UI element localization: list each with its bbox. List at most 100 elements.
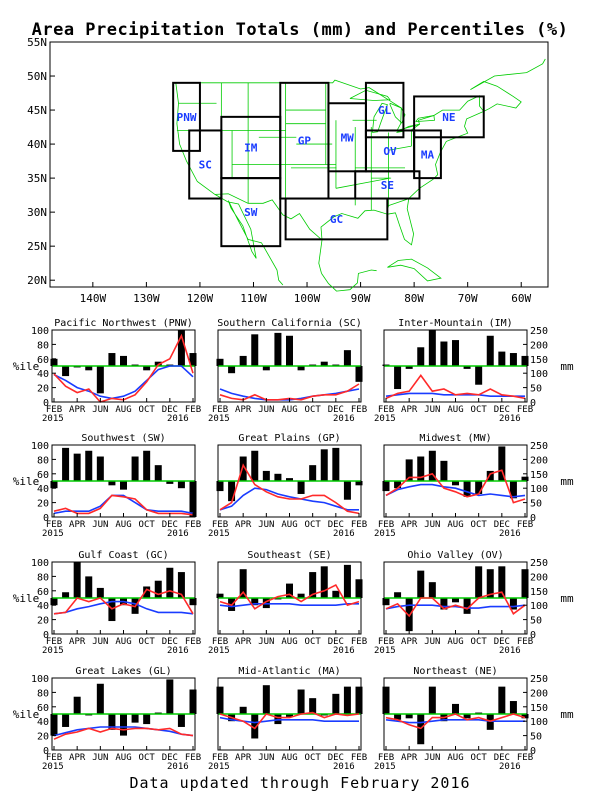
x-tick-label: JUN: [424, 520, 440, 530]
year-end-label: 2016: [167, 762, 189, 772]
precip-bar: [286, 335, 293, 366]
x-tick-label: FEB: [351, 753, 367, 763]
x-tick-label: OCT: [139, 753, 156, 763]
precip-bar: [394, 714, 402, 720]
x-tick-label: AUG: [281, 520, 297, 530]
ylabel-right: mm: [560, 360, 574, 373]
x-tick-label: FEB: [517, 753, 533, 763]
region-box-gc: [284, 197, 389, 241]
region-map: PNW SC IM SW GP MW GL OV SE GC MA NE 55N 50N 45N 40N 35N…: [27, 36, 549, 305]
precip-bar: [428, 582, 436, 598]
precip-bar: [309, 572, 317, 598]
precip-bar: [394, 592, 402, 598]
precip-bar: [177, 330, 185, 366]
precip-bar: [463, 598, 471, 614]
left-tick-label: 0: [43, 630, 49, 641]
x-tick-label: JUN: [424, 637, 440, 647]
precip-bar: [332, 590, 340, 598]
lon-tick-label: 70W: [458, 292, 478, 305]
precip-bar: [521, 476, 529, 481]
percentile-series-line: [219, 463, 360, 515]
x-tick-label: OCT: [305, 405, 322, 415]
precip-bar: [143, 450, 151, 481]
lat-tick-label: 50N: [27, 70, 47, 83]
precip-bar: [251, 334, 259, 366]
year-end-label: 2016: [333, 529, 355, 539]
normal-series-line: [385, 718, 525, 724]
precip-bar: [509, 353, 517, 366]
precip-bar: [239, 456, 247, 481]
precip-bar: [486, 470, 494, 481]
lat-tick-label: 55N: [27, 36, 47, 49]
x-tick-label: JUN: [424, 405, 440, 415]
precip-bar: [120, 481, 127, 490]
right-tick-label: 250: [530, 441, 548, 452]
x-tick-label: FEB: [46, 405, 62, 415]
precip-bar: [96, 366, 104, 394]
left-tick-label: 80: [37, 340, 49, 351]
left-tick-label: 100: [31, 674, 49, 685]
x-tick-label: APR: [235, 405, 252, 415]
precip-bar: [216, 481, 224, 492]
region-label-se: SE: [381, 179, 394, 192]
x-tick-label: JUN: [92, 637, 108, 647]
panel-0: Pacific Northwest (PNW) 0 20 40 60 80 100 %ile F…: [13, 318, 201, 424]
x-tick-label: JUN: [258, 637, 274, 647]
x-tick-label: APR: [69, 637, 86, 647]
precip-bar: [428, 686, 436, 714]
precip-bar: [297, 481, 305, 494]
precip-bar: [343, 350, 351, 366]
precip-bar: [475, 481, 483, 494]
left-tick-label: 100: [31, 558, 49, 569]
left-tick-label: 60: [37, 355, 49, 366]
x-tick-label: OCT: [471, 405, 488, 415]
right-tick-label: 200: [530, 340, 548, 351]
x-tick-label: DEC: [328, 405, 344, 415]
ylabel-left: %ile: [13, 360, 40, 373]
great-lake: [415, 115, 435, 122]
panel-title: Northeast (NE): [413, 666, 497, 677]
precip-bar: [189, 353, 197, 366]
year-start-label: 2015: [208, 646, 230, 656]
percentile-series-line: [219, 583, 360, 610]
year-end-label: 2016: [167, 414, 189, 424]
precip-bar: [394, 481, 402, 489]
lon-tick-label: 90W: [351, 292, 371, 305]
region-label-gc: GC: [330, 213, 343, 226]
precip-bar: [332, 693, 340, 714]
right-tick-label: 0: [530, 746, 536, 757]
panel-title: Southwest (SW): [81, 433, 165, 444]
right-tick-label: 250: [530, 674, 548, 685]
precip-bar: [62, 592, 70, 598]
normal-series-line: [53, 494, 194, 515]
x-tick-label: FEB: [46, 753, 62, 763]
lat-tick-label: 30N: [27, 206, 47, 219]
precip-bar: [286, 478, 293, 481]
year-start-label: 2015: [42, 762, 64, 772]
precip-bar: [177, 481, 185, 489]
x-tick-label: DEC: [328, 753, 344, 763]
x-tick-label: JUN: [92, 753, 108, 763]
precip-bar: [405, 714, 413, 719]
panel-title: Great Lakes (GL): [75, 666, 171, 677]
great-lake: [372, 102, 388, 133]
precip-bar: [428, 450, 436, 481]
x-tick-label: AUG: [447, 520, 463, 530]
x-tick-label: OCT: [139, 520, 156, 530]
precip-bar: [382, 481, 390, 492]
x-tick-label: FEB: [378, 405, 394, 415]
precip-bar: [85, 450, 93, 481]
percentile-series-line: [53, 588, 194, 615]
footer-note: Data updated through February 2016: [129, 774, 471, 792]
precip-bar: [108, 714, 116, 730]
precip-bar: [177, 572, 185, 598]
left-tick-label: 20: [37, 732, 49, 743]
precip-bar: [274, 332, 282, 366]
precip-bar: [96, 456, 104, 481]
x-tick-label: FEB: [378, 520, 394, 530]
year-end-label: 2016: [333, 646, 355, 656]
left-tick-label: 40: [37, 601, 49, 612]
right-tick-label: 150: [530, 355, 548, 366]
x-tick-label: FEB: [185, 405, 201, 415]
precip-bar: [486, 335, 494, 366]
